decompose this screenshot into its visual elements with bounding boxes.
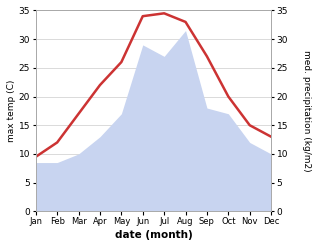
- Y-axis label: max temp (C): max temp (C): [7, 80, 16, 142]
- Y-axis label: med. precipitation (kg/m2): med. precipitation (kg/m2): [302, 50, 311, 172]
- X-axis label: date (month): date (month): [114, 230, 192, 240]
